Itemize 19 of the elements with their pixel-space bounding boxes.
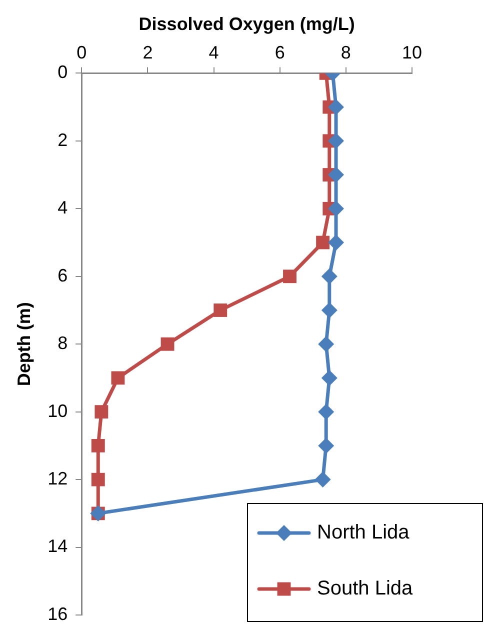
legend-label: South Lida [317,578,414,600]
y-tick-label: 12 [48,468,68,489]
y-tick-label: 2 [58,130,68,150]
y-axis-title: Depth (m) [14,302,34,386]
y-tick-label: 8 [58,333,68,354]
x-tick-label: 2 [142,42,153,62]
legend-label: North Lida [317,522,410,544]
y-tick-label: 10 [48,400,68,421]
x-tick-label: 0 [76,42,87,62]
y-tick-label: 16 [48,604,68,624]
x-tick-label: 6 [274,42,285,62]
x-axis-title: Dissolved Oxygen (mg/L) [138,14,355,34]
x-tick-label: 8 [340,42,351,62]
y-tick-label: 6 [58,265,68,286]
y-tick-label: 4 [58,198,68,218]
x-tick-label: 4 [208,42,219,62]
y-tick-label: 0 [58,62,68,82]
y-tick-label: 14 [48,536,68,556]
x-tick-label: 10 [402,42,422,62]
